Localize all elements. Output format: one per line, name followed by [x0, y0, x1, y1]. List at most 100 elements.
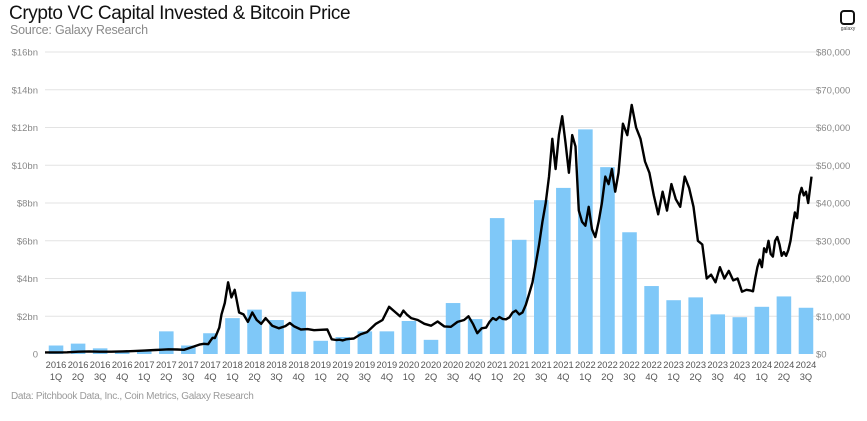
x-tick-year: 2017: [200, 360, 221, 370]
x-tick-quarter: 2Q: [160, 372, 172, 382]
x-tick-label: 2021 1Q: [487, 360, 508, 382]
x-tick-label: 2021 2Q: [509, 360, 530, 382]
vc-capital-bar: [578, 129, 593, 354]
x-tick-year: 2020: [421, 360, 442, 370]
x-tick-quarter: 1Q: [756, 372, 768, 382]
vc-capital-bar: [776, 296, 792, 354]
x-tick-year: 2019: [310, 360, 331, 370]
x-tick-year: 2020: [443, 360, 464, 370]
x-axis: 20161Q20162Q20163Q20164Q20171Q20172Q2017…: [46, 360, 817, 382]
left-tick-label: $12bn: [12, 123, 38, 134]
x-tick-quarter: 3Q: [623, 372, 635, 382]
x-tick-label: 2019 3Q: [354, 360, 375, 382]
left-tick-label: $6bn: [17, 236, 38, 247]
x-tick-year: 2018: [244, 360, 265, 370]
x-tick-year: 2021: [531, 360, 552, 370]
left-tick-label: $2bn: [17, 312, 38, 323]
vc-capital-bar: [644, 286, 659, 354]
x-tick-year: 2021: [487, 360, 508, 370]
x-tick-year: 2016: [90, 360, 111, 370]
x-tick-label: 2023 2Q: [685, 360, 706, 382]
x-tick-quarter: 2Q: [248, 372, 260, 382]
left-tick-label: $16bn: [12, 48, 38, 59]
x-tick-quarter: 2Q: [72, 372, 84, 382]
x-tick-year: 2022: [597, 360, 618, 370]
x-tick-quarter: 4Q: [116, 372, 128, 382]
x-tick-year: 2017: [178, 360, 199, 370]
x-tick-year: 2020: [399, 360, 420, 370]
x-tick-year: 2016: [46, 360, 67, 370]
vc-capital-bar: [379, 331, 395, 354]
x-tick-label: 2021 4Q: [553, 360, 574, 382]
x-tick-label: 2024 1Q: [752, 360, 773, 382]
right-tick-label: $60,000: [816, 123, 850, 134]
x-tick-year: 2024: [796, 360, 817, 370]
chart-subtitle: Source: Galaxy Research: [10, 23, 148, 37]
x-tick-year: 2019: [377, 360, 398, 370]
x-tick-label: 2022 1Q: [575, 360, 596, 382]
x-tick-label: 2024 2Q: [774, 360, 795, 382]
x-tick-label: 2020 3Q: [443, 360, 464, 382]
x-tick-year: 2023: [685, 360, 706, 370]
x-tick-year: 2024: [774, 360, 795, 370]
bitcoin-price-line: [45, 103, 813, 354]
x-tick-label: 2016 3Q: [90, 360, 111, 382]
left-tick-label: $8bn: [17, 199, 38, 210]
left-axis: 0 $2bn $4bn $6bn $8bn $10bn $12bn $14bn $16bn: [12, 48, 38, 361]
x-tick-quarter: 3Q: [712, 372, 724, 382]
x-tick-quarter: 1Q: [226, 372, 238, 382]
x-tick-quarter: 3Q: [359, 372, 371, 382]
vc-capital-bar: [688, 297, 703, 354]
x-tick-label: 2016 1Q: [46, 360, 67, 382]
x-tick-quarter: 1Q: [491, 372, 503, 382]
vc-capital-bar: [732, 317, 748, 354]
x-tick-year: 2019: [354, 360, 375, 370]
galaxy-logo-icon: [840, 10, 855, 25]
x-tick-label: 2022 2Q: [597, 360, 618, 382]
x-tick-year: 2018: [222, 360, 243, 370]
vc-capital-bar: [666, 300, 681, 354]
x-tick-year: 2022: [575, 360, 596, 370]
vc-capital-bar: [754, 306, 770, 354]
x-tick-label: 2019 2Q: [332, 360, 353, 382]
vc-capital-bar: [445, 303, 461, 354]
x-tick-label: 2023 4Q: [729, 360, 750, 382]
right-tick-label: $50,000: [816, 161, 850, 172]
x-tick-label: 2024 3Q: [796, 360, 817, 382]
x-tick-quarter: 3Q: [447, 372, 459, 382]
x-tick-label: 2018 2Q: [244, 360, 265, 382]
vc-capital-bar: [357, 331, 373, 354]
x-tick-label: 2022 4Q: [641, 360, 662, 382]
right-tick-label: $0: [816, 350, 827, 361]
right-tick-label: $70,000: [816, 85, 850, 96]
x-tick-label: 2023 3Q: [707, 360, 728, 382]
x-tick-year: 2024: [752, 360, 773, 370]
x-tick-label: 2022 3Q: [619, 360, 640, 382]
vc-capital-bar: [467, 319, 483, 354]
x-tick-label: 2020 4Q: [465, 360, 486, 382]
x-tick-year: 2016: [112, 360, 133, 370]
vc-capital-bar: [181, 345, 196, 354]
x-tick-year: 2018: [266, 360, 287, 370]
bar-series: [48, 129, 814, 354]
x-tick-quarter: 3Q: [182, 372, 194, 382]
right-tick-label: $80,000: [816, 48, 850, 59]
galaxy-logo: galaxy: [836, 8, 860, 36]
x-tick-quarter: 3Q: [94, 372, 106, 382]
chart-title: Crypto VC Capital Invested & Bitcoin Pri…: [9, 3, 351, 24]
x-tick-label: 2017 1Q: [134, 360, 155, 382]
right-axis: $0 $10,000 $20,000 $30,000 $40,000 $50,000 $60…: [816, 48, 850, 361]
right-tick-label: $40,000: [816, 199, 850, 210]
left-tick-label: $4bn: [17, 274, 38, 285]
x-tick-quarter: 4Q: [645, 372, 657, 382]
x-tick-quarter: 3Q: [535, 372, 547, 382]
vc-capital-bar: [534, 200, 549, 354]
x-tick-label: 2016 2Q: [68, 360, 89, 382]
x-tick-quarter: 4Q: [557, 372, 569, 382]
vc-capital-bar: [600, 167, 615, 354]
galaxy-logo-text: galaxy: [840, 26, 856, 32]
x-tick-quarter: 3Q: [270, 372, 282, 382]
gridlines: [45, 51, 817, 317]
vc-capital-bar: [225, 318, 240, 354]
vc-capital-bar: [622, 232, 637, 354]
